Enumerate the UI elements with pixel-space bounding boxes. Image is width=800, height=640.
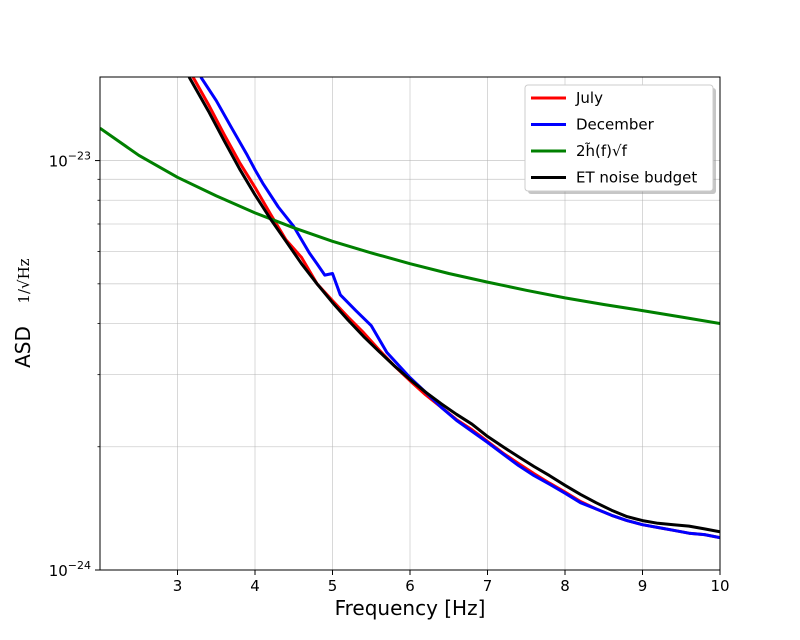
legend-label: December	[576, 116, 655, 134]
x-tick-label: 10	[710, 577, 729, 595]
x-axis: 3 4 5 6 7 8 9 10	[173, 570, 730, 595]
x-tick-label: 9	[638, 577, 648, 595]
series-line-december	[199, 77, 720, 540]
y-tick-label: 10−23	[49, 150, 91, 171]
legend-box	[524, 84, 714, 192]
y-axis-label-group: ASD 1/√Hz	[11, 258, 35, 368]
x-axis-label: Frequency [Hz]	[335, 596, 486, 620]
series-layer	[100, 77, 720, 540]
legend-label: 2h̃(f)√f	[576, 141, 628, 160]
legend-label: ET noise budget	[576, 169, 697, 187]
x-tick-label: 5	[328, 577, 338, 595]
y-axis-label: ASD	[11, 326, 35, 368]
series-line-et-noise-budget	[187, 77, 720, 534]
legend-label: July	[575, 89, 603, 107]
x-tick-label: 4	[250, 577, 260, 595]
y-axis: 10−24 10−23	[49, 150, 100, 580]
x-tick-label: 6	[405, 577, 415, 595]
x-tick-label: 7	[483, 577, 493, 595]
series-line-2h-f-f	[100, 126, 720, 325]
y-axis-unit: 1/√Hz	[15, 258, 33, 303]
x-tick-label: 3	[173, 577, 183, 595]
legend: July December 2h̃(f)√f ET noise budget	[524, 84, 716, 194]
x-tick-label: 8	[560, 577, 570, 595]
y-tick-label: 10−24	[49, 559, 91, 580]
